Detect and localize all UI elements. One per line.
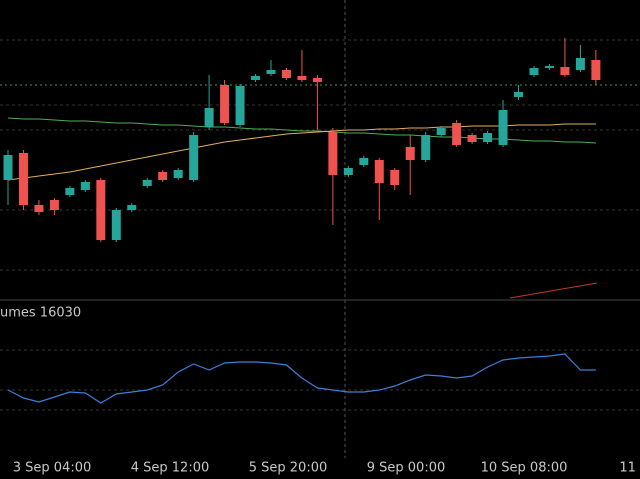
- candle-body: [560, 67, 570, 75]
- x-tick-label: 10 Sep 08:00: [481, 461, 568, 476]
- candle-body: [204, 108, 214, 127]
- candle-body: [421, 135, 431, 160]
- candle-body: [127, 205, 137, 210]
- candle-body: [498, 110, 508, 145]
- candle-body: [544, 66, 554, 68]
- candle-body: [575, 58, 585, 70]
- candle-body: [328, 132, 338, 175]
- candle-body: [18, 153, 28, 205]
- candle-body: [452, 123, 462, 145]
- x-tick-label: 5 Sep 20:00: [249, 461, 328, 476]
- candle-body: [34, 205, 44, 212]
- candle-body: [374, 160, 384, 183]
- indicator-line: [7, 353, 596, 404]
- candle-body: [467, 135, 477, 142]
- candle-body: [312, 78, 322, 82]
- x-tick-label: 4 Sep 12:00: [131, 461, 210, 476]
- candle-body: [65, 188, 75, 195]
- candle-body: [3, 155, 13, 180]
- candle-body: [220, 85, 230, 123]
- candle-body: [142, 180, 152, 186]
- grid: [0, 0, 640, 458]
- candle-body: [111, 210, 121, 240]
- candle-body: [436, 128, 446, 135]
- candle-body: [343, 168, 353, 175]
- candle-body: [390, 170, 400, 185]
- candle-body: [80, 182, 90, 190]
- candle-body: [49, 200, 59, 210]
- trend-line: [509, 282, 598, 299]
- x-tick-label: 11 Sep: [619, 461, 640, 476]
- volume-title: umes 16030: [0, 306, 81, 321]
- candle-body: [173, 170, 183, 178]
- moving-average: [7, 123, 596, 181]
- candle-body: [235, 86, 245, 125]
- x-tick-label: 3 Sep 04:00: [13, 461, 92, 476]
- candle-body: [529, 68, 539, 75]
- candle-body: [96, 180, 106, 240]
- candle-body: [405, 147, 415, 160]
- candle-body: [297, 76, 307, 80]
- x-tick-label: 9 Sep 00:00: [367, 461, 446, 476]
- candle-body: [359, 158, 369, 165]
- candle-body: [483, 133, 493, 142]
- moving-average: [7, 117, 596, 144]
- candle-body: [591, 60, 601, 80]
- candle-body: [251, 76, 261, 80]
- candle-body: [514, 92, 524, 97]
- candle-body: [189, 135, 199, 180]
- candle-body: [266, 70, 276, 74]
- candle-body: [158, 172, 168, 180]
- candle-body: [281, 70, 291, 78]
